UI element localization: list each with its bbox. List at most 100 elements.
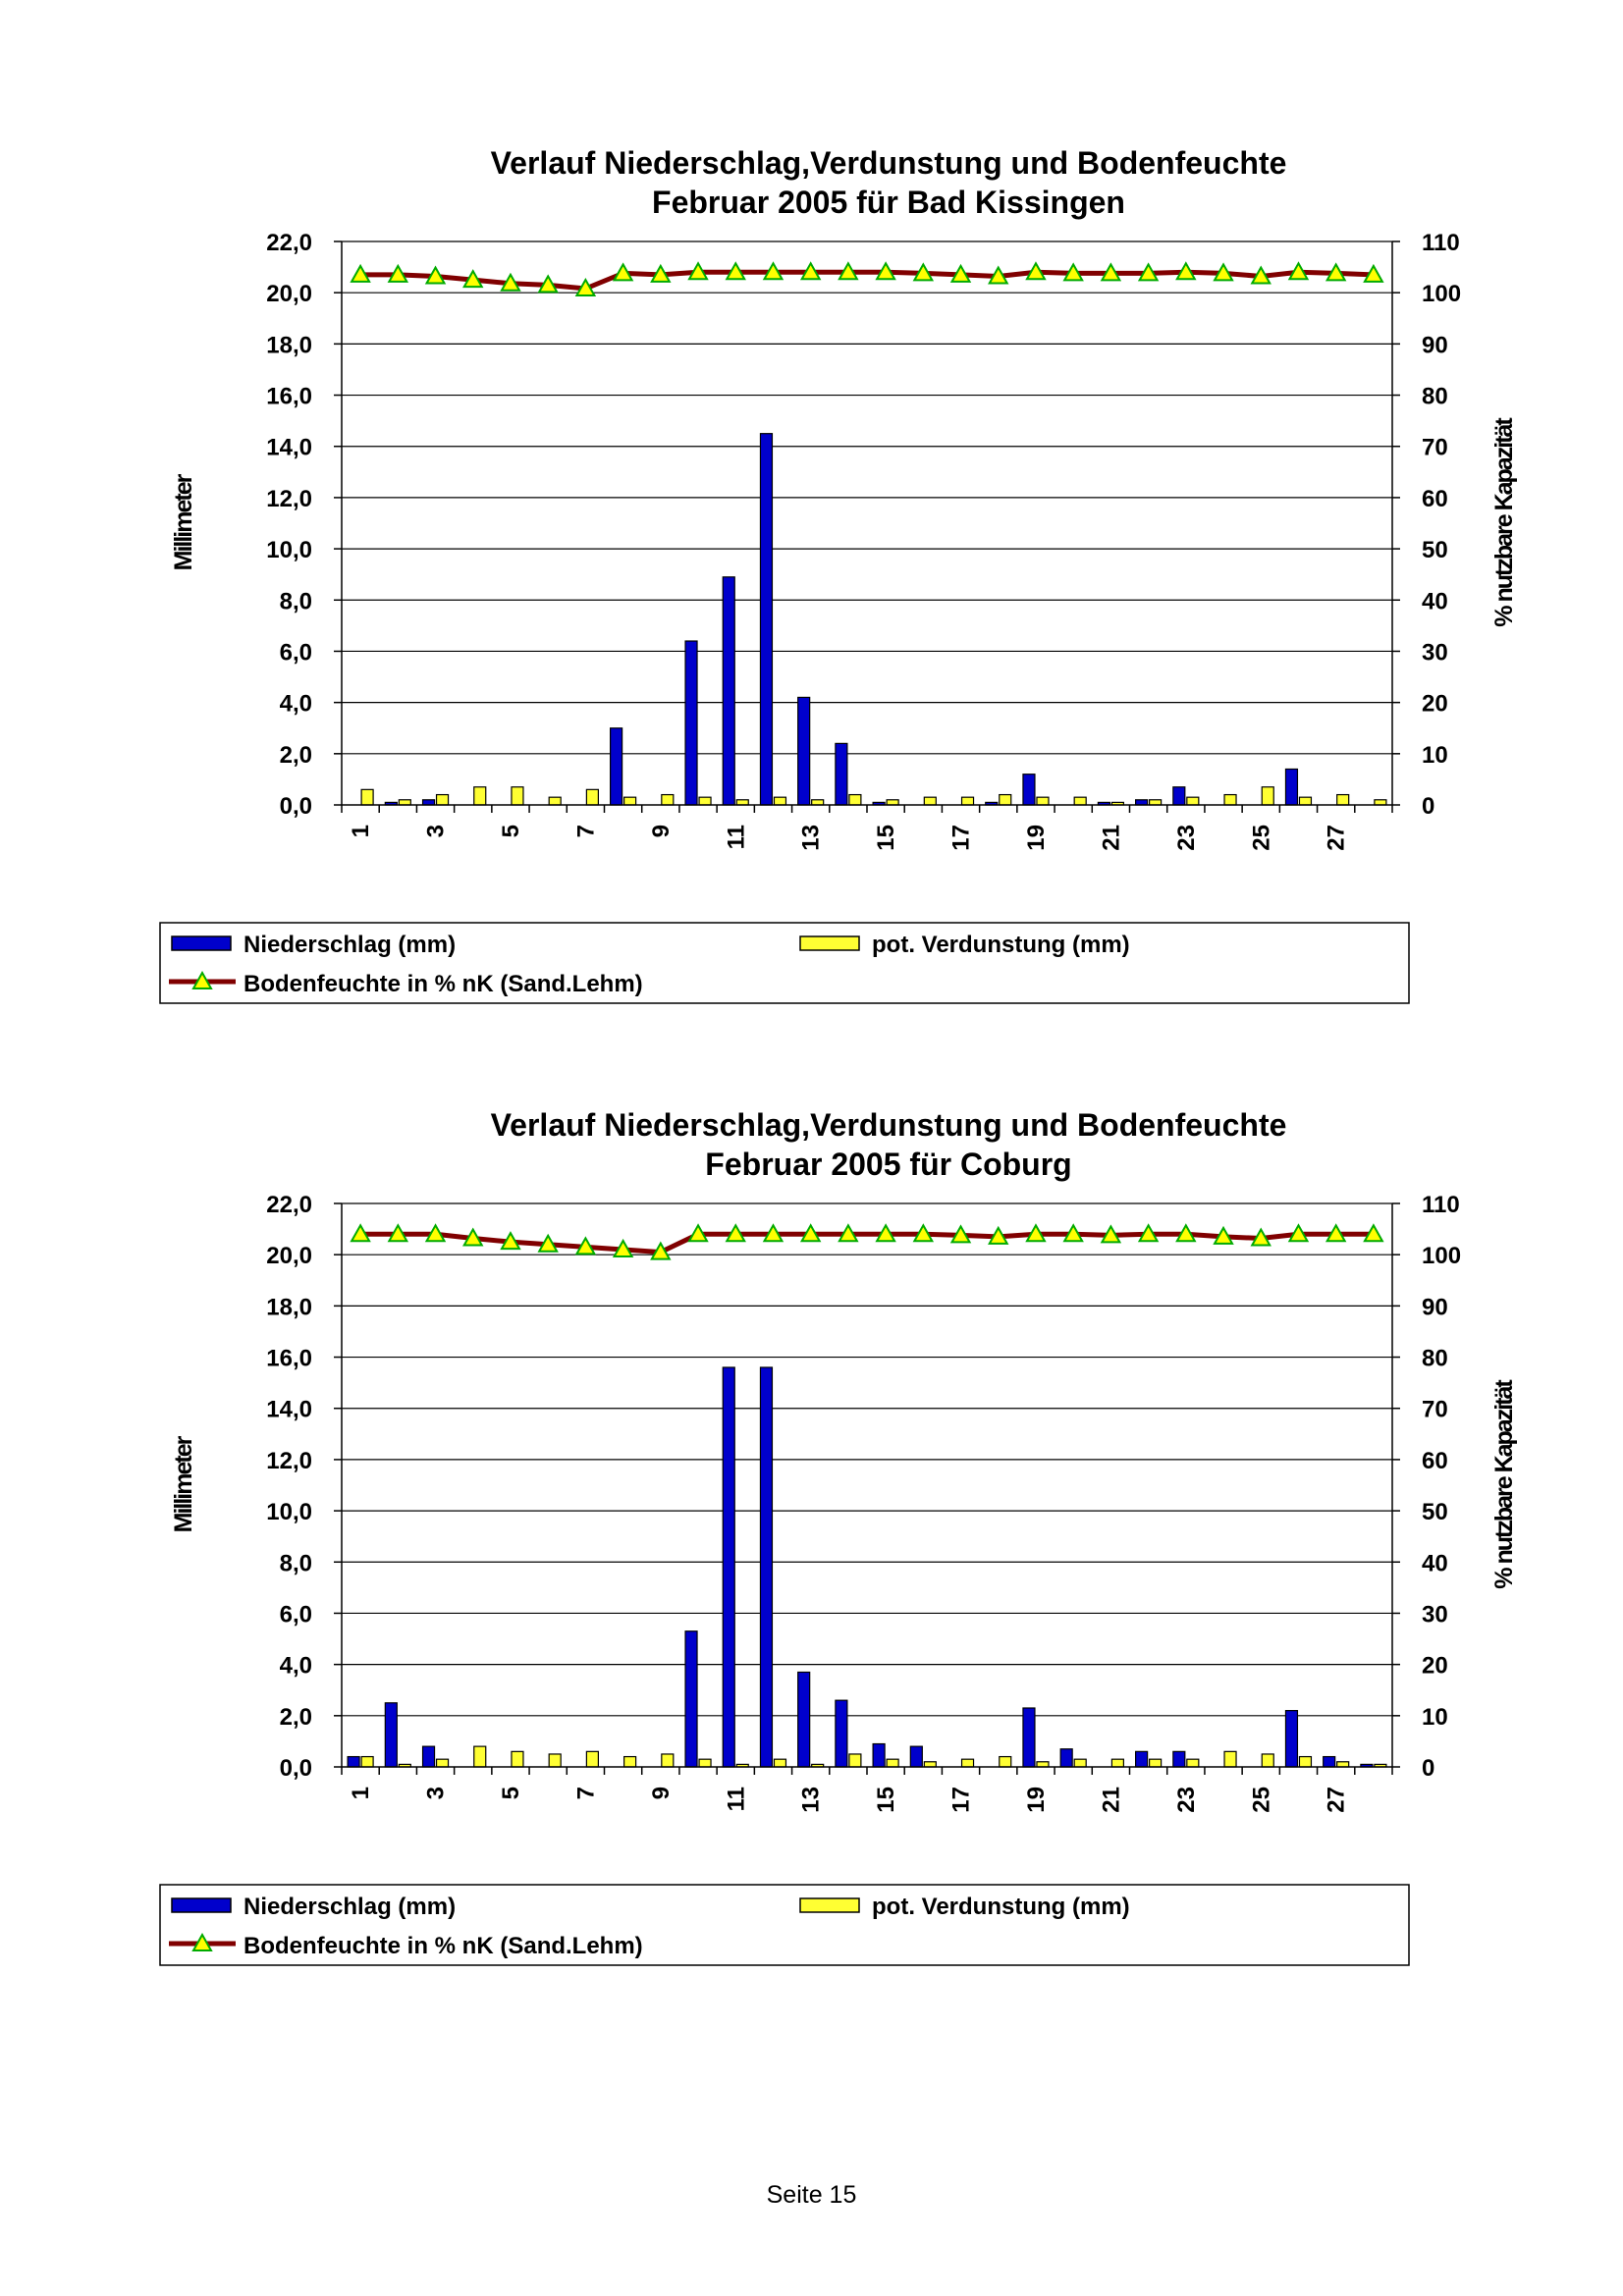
soil-moisture-point: [1025, 261, 1047, 281]
y2-axis-title: % nutzbare Kapazität: [1490, 417, 1518, 627]
soil-moisture-point: [949, 1224, 972, 1244]
precip-bar: [421, 799, 436, 806]
evap-bar: [1223, 1750, 1237, 1768]
y-tick-label: 16,0: [266, 384, 312, 410]
page-number: Seite 15: [766, 2181, 857, 2209]
x-tick-label: 3: [423, 825, 450, 837]
soil-moisture-point: [762, 261, 784, 281]
evap-bar: [360, 788, 374, 806]
y-tick-label: 18,0: [266, 1294, 312, 1320]
evap-bar: [960, 796, 975, 806]
y2-tick-label: 0: [1422, 793, 1434, 820]
evap-bar: [398, 799, 411, 806]
soil-moisture-point: [537, 1233, 559, 1253]
soil-moisture-point: [574, 277, 597, 297]
evap-bar: [1374, 799, 1387, 806]
precip-bar: [872, 1742, 886, 1768]
soil-moisture-point: [500, 272, 521, 292]
soil-moisture-point: [687, 261, 709, 281]
y-tick-label: 8,0: [280, 588, 312, 614]
x-tick-label: 13: [798, 1787, 825, 1813]
x-tick-label: 7: [572, 1787, 599, 1799]
precip-bar: [684, 1630, 698, 1768]
soil-moisture-point: [875, 1223, 896, 1243]
precip-bar: [797, 1671, 811, 1768]
soil-moisture-point: [1363, 263, 1384, 283]
legend-box: [159, 922, 1410, 1004]
x-tick-label: 15: [873, 1787, 899, 1813]
y2-tick-label: 20: [1422, 1653, 1448, 1680]
x-tick-label: 3: [423, 1787, 450, 1799]
chart-coburg: Verlauf Niederschlag,Verdunstung und Bod…: [0, 1090, 1623, 2052]
y2-tick-label: 70: [1422, 1397, 1448, 1423]
precip-bar: [722, 576, 735, 806]
evap-bar: [735, 799, 749, 806]
x-tick-label: 13: [798, 825, 825, 851]
y2-tick-label: 20: [1422, 691, 1448, 718]
soil-moisture-point: [424, 1223, 447, 1243]
x-tick-label: 19: [1023, 1787, 1050, 1813]
y-tick-label: 12,0: [266, 1448, 312, 1474]
x-tick-label: 1: [348, 1787, 374, 1799]
legend-swatch-evap: [799, 1897, 860, 1913]
soil-moisture-point: [500, 1231, 521, 1251]
y-tick-label: 14,0: [266, 1397, 312, 1423]
y-tick-label: 4,0: [280, 1653, 312, 1680]
y2-tick-label: 80: [1422, 384, 1448, 410]
legend-label-precip: Niederschlag (mm): [243, 1894, 456, 1920]
precip-bar: [909, 1745, 923, 1768]
x-tick-label: 17: [948, 1787, 975, 1813]
legend-swatch-precip: [171, 935, 232, 951]
x-tick-label: 5: [498, 825, 524, 837]
evap-bar: [923, 1761, 937, 1768]
legend-label-soil: Bodenfeuchte in % nK (Sand.Lehm): [243, 971, 643, 997]
soil-moisture-point: [799, 1223, 822, 1243]
evap-bar: [1073, 1758, 1087, 1768]
y2-tick-label: 50: [1422, 1499, 1448, 1525]
precip-bar: [1022, 1707, 1036, 1768]
evap-bar: [585, 788, 599, 806]
soil-moisture-point: [1062, 262, 1084, 282]
evap-bar: [360, 1755, 374, 1768]
evap-bar: [1186, 1758, 1200, 1768]
precip-bar: [1284, 768, 1299, 806]
precip-bar: [759, 1366, 774, 1768]
evap-bar: [435, 793, 450, 806]
precip-bar: [1323, 1755, 1336, 1768]
evap-bar: [698, 1758, 712, 1768]
soil-moisture-point: [1325, 1223, 1347, 1243]
evap-bar: [548, 796, 562, 806]
legend-swatch-precip: [171, 1897, 232, 1913]
precip-bar: [759, 433, 774, 806]
evap-bar: [923, 796, 937, 806]
evap-bar: [1298, 1755, 1313, 1768]
y-tick-label: 22,0: [266, 1192, 312, 1218]
precip-bar: [835, 1699, 848, 1768]
precip-bar: [610, 727, 623, 806]
evap-bar: [548, 1753, 562, 1768]
x-tick-label: 11: [723, 825, 749, 849]
y2-tick-label: 80: [1422, 1346, 1448, 1372]
y-tick-label: 6,0: [280, 1601, 312, 1628]
y-tick-label: 6,0: [280, 639, 312, 666]
evap-bar: [1261, 1753, 1274, 1768]
evap-bar: [773, 1758, 787, 1768]
evap-bar: [886, 1758, 899, 1768]
evap-bar: [623, 796, 637, 806]
evap-bar: [886, 799, 899, 806]
y-tick-label: 14,0: [266, 435, 312, 461]
soil-moisture-point: [612, 262, 634, 282]
y-tick-label: 20,0: [266, 281, 312, 307]
x-tick-label: 9: [648, 825, 675, 837]
soil-moisture-point: [1287, 261, 1310, 281]
soil-moisture-point: [387, 1223, 409, 1243]
evap-bar: [1036, 1761, 1050, 1768]
evap-bar: [1110, 1758, 1124, 1768]
legend-label-soil: Bodenfeuchte in % nK (Sand.Lehm): [243, 1933, 643, 1959]
chart-title-line2: Februar 2005 für Bad Kissingen: [652, 185, 1125, 220]
x-tick-label: 9: [648, 1787, 675, 1799]
evap-bar: [1036, 796, 1050, 806]
legend-label-precip: Niederschlag (mm): [243, 932, 456, 958]
evap-bar: [848, 1753, 862, 1768]
chart-coburg-svg: Verlauf Niederschlag,Verdunstung und Bod…: [159, 1107, 1518, 1966]
